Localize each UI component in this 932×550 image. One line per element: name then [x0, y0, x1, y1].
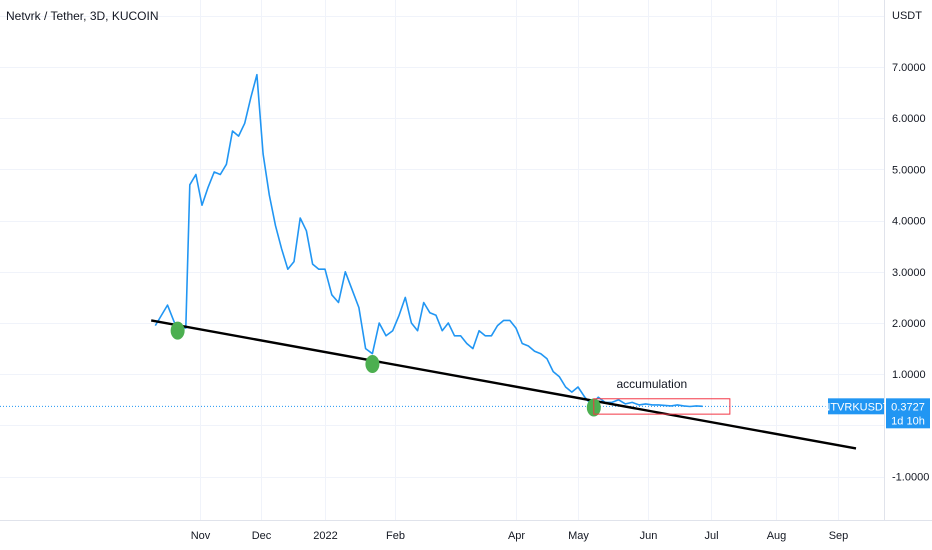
accumulation-box — [593, 398, 731, 415]
accumulation-annotation: accumulation — [593, 377, 731, 415]
x-tick-label: Aug — [767, 530, 787, 542]
price-badge-value: 0.3727 — [891, 401, 925, 413]
trendline-layer — [150, 319, 857, 450]
y-tick-label: 6.0000 — [892, 113, 926, 125]
y-tick-label: 7.0000 — [892, 62, 926, 74]
symbol-badge-bg — [828, 398, 884, 415]
x-tick-label: Jun — [640, 530, 658, 542]
series-layer — [154, 73, 703, 408]
x-tick-label: Apr — [508, 530, 525, 542]
x-tick-label: Jul — [704, 530, 718, 542]
x-tick-label: Feb — [386, 530, 405, 542]
y-tick-label: 5.0000 — [892, 164, 926, 176]
y-tick-label: 3.0000 — [892, 267, 926, 279]
x-tick-label: Nov — [191, 530, 211, 542]
y-tick-label: 2.0000 — [892, 318, 926, 330]
price-axis[interactable]: 7.0000 6.0000 5.0000 4.0000 3.0000 2.0000 1.00… — [892, 62, 929, 484]
y-tick-label: -1.0000 — [892, 472, 929, 484]
x-tick-label: May — [568, 530, 589, 542]
price-series-line — [154, 73, 703, 408]
accumulation-label: accumulation — [616, 377, 687, 391]
y-tick-label: 1.0000 — [892, 369, 926, 381]
touch-point-marker — [170, 321, 185, 340]
vertical-gridlines — [200, 0, 839, 520]
horizontal-gridlines — [0, 16, 884, 478]
price-badge: NTVRKUSDT 0.3727 1d 10h — [822, 398, 930, 429]
chart-title: Netvrk / Tether, 3D, KUCOIN — [6, 9, 159, 23]
x-tick-label: Dec — [252, 530, 272, 542]
support-trendline — [150, 319, 857, 450]
x-tick-label: 2022 — [313, 530, 337, 542]
price-badge-countdown: 1d 10h — [891, 415, 925, 427]
price-badge-bg — [886, 398, 930, 429]
symbol-badge-label: NTVRKUSDT — [822, 401, 890, 413]
x-tick-label: Sep — [829, 530, 849, 542]
y-tick-label: 4.0000 — [892, 216, 926, 228]
time-axis[interactable]: Nov Dec 2022 Feb Apr May Jun Jul Aug Sep — [191, 530, 849, 542]
touch-point-marker — [365, 354, 380, 373]
currency-label: USDT — [892, 10, 922, 22]
